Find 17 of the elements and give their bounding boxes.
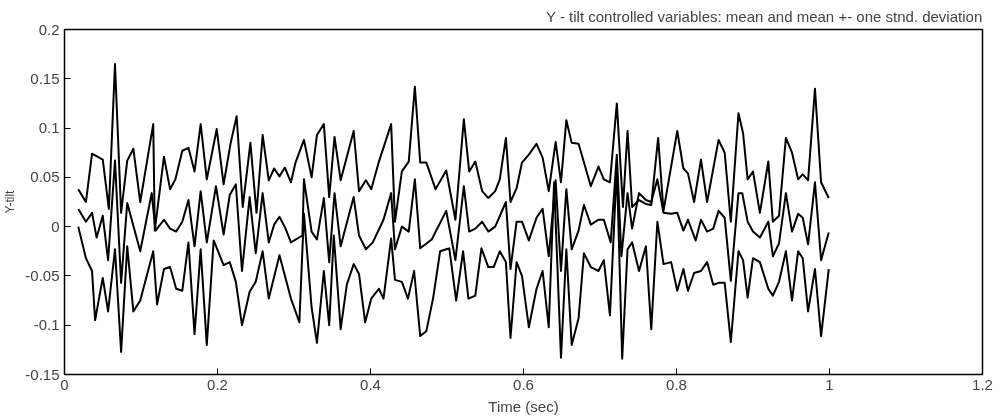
- y-tick-label: 0: [51, 217, 60, 235]
- x-tick-label: 0.4: [360, 375, 381, 393]
- chart-title: Y - tilt controlled variables: mean and mean +- one stnd. deviation: [546, 7, 983, 25]
- x-tick-label: 0.8: [666, 375, 687, 393]
- x-axis-title: Time (sec): [488, 397, 559, 415]
- y-tick-label: 0.05: [30, 168, 60, 186]
- y-tick-label: 0.15: [30, 69, 60, 87]
- x-tick-label: 0.6: [513, 375, 534, 393]
- y-axis-title: Y-tilt: [3, 189, 18, 214]
- y-tick-label: -0.15: [25, 365, 60, 383]
- x-tick-label: 0.2: [207, 375, 228, 393]
- x-tick-label: 1: [825, 375, 834, 393]
- y-tick-label: 0.2: [38, 20, 60, 38]
- x-tick-label: 1.2: [972, 375, 993, 393]
- y-tick-label: -0.1: [33, 316, 60, 334]
- y-tick-label: -0.05: [25, 266, 60, 284]
- y-tick-label: 0.1: [38, 119, 60, 137]
